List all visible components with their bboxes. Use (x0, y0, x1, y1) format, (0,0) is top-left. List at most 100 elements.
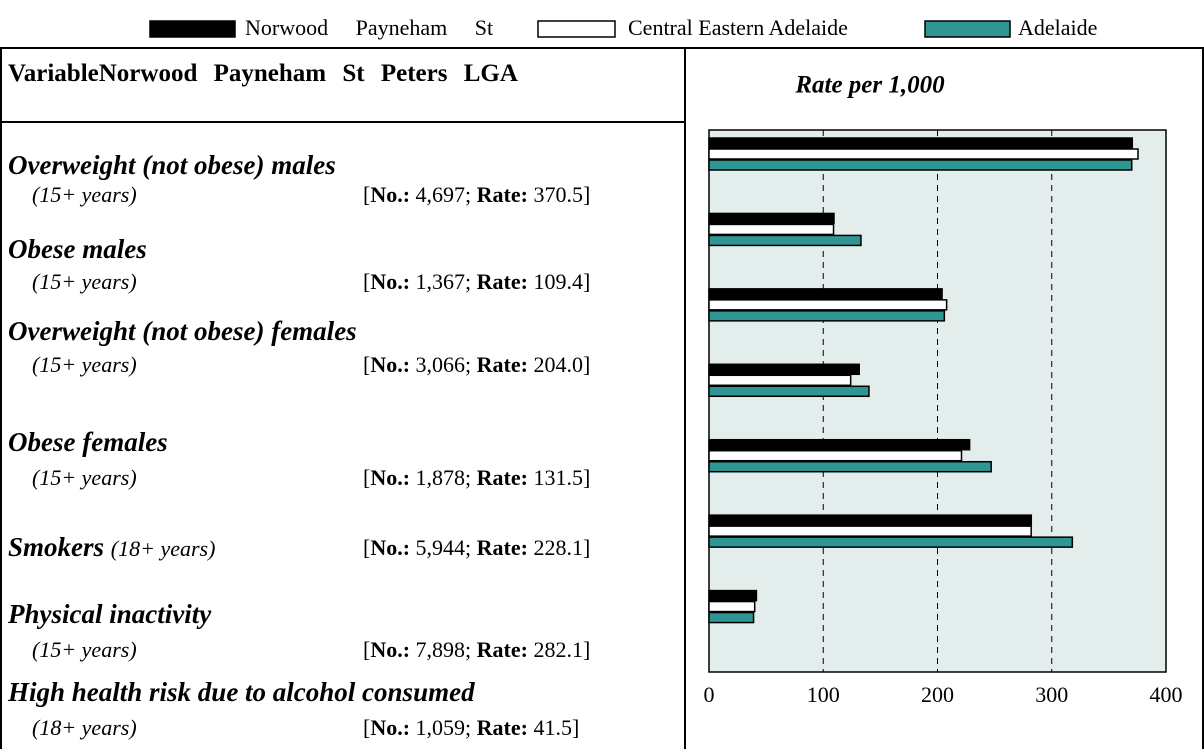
separator: ; (465, 269, 472, 294)
no-label: No.: (370, 637, 411, 662)
row-detail: (15+ years) [No.: 1,367; Rate: 109.4] (8, 270, 668, 294)
bar (708, 310, 946, 322)
no-label: No.: (370, 715, 411, 740)
x-tick-label: 200 (921, 682, 954, 707)
bar (708, 536, 1074, 548)
row-detail: (15+ years) [No.: 1,878; Rate: 131.5] (8, 466, 668, 490)
bar (708, 385, 870, 398)
row-detail: [No.: 5,944; Rate: 228.1] (8, 536, 668, 560)
separator: ; (465, 352, 472, 377)
legend-label: Norwood Payneham St (245, 15, 493, 40)
separator: ; (465, 182, 472, 207)
row-number: 4,697 (415, 182, 466, 207)
row-rate: 131.5 (533, 465, 583, 490)
bracket: ] (582, 182, 591, 207)
bracket: [ (363, 182, 371, 207)
no-label: No.: (370, 352, 411, 377)
row-name-text: Obese females (8, 427, 168, 457)
bar (708, 299, 948, 311)
bracket: ] (571, 715, 580, 740)
row-number: 1,878 (415, 465, 466, 490)
bar (708, 525, 1032, 537)
x-tick-label: 0 (704, 682, 715, 707)
separator: ; (465, 637, 472, 662)
bracket: [ (363, 637, 371, 662)
row-age: (15+ years) (32, 465, 137, 490)
bracket: [ (363, 535, 371, 560)
row-age: (15+ years) (32, 269, 137, 294)
bar (708, 363, 860, 376)
x-tick-label: 300 (1035, 682, 1068, 707)
row-age: (15+ years) (32, 352, 137, 377)
bracket: [ (363, 269, 371, 294)
row-age: (18+ years) (32, 715, 137, 740)
bar (708, 589, 758, 602)
bracket: [ (363, 352, 371, 377)
row-rate: 370.5 (533, 182, 583, 207)
row-name-text: Overweight (not obese) females (8, 316, 357, 346)
separator: ; (465, 465, 472, 490)
bracket: ] (582, 269, 591, 294)
row-detail: (18+ years) [No.: 1,059; Rate: 41.5] (8, 716, 668, 740)
row-name: Obese males (8, 234, 147, 265)
legend-label: Central Eastern Adelaide (628, 15, 848, 40)
row-detail: (15+ years) [No.: 4,697; Rate: 370.5] (8, 183, 668, 207)
row-age: (18+ years) (110, 536, 216, 561)
bar (708, 460, 992, 473)
bar (708, 148, 1139, 160)
row-age: (15+ years) (32, 182, 137, 207)
separator: ; (465, 535, 472, 560)
bar (708, 438, 971, 451)
outer-border (0, 47, 1204, 749)
bracket: [ (363, 715, 371, 740)
rate-label: Rate: (476, 352, 528, 377)
table-header: VariableNorwood Payneham St Peters LGA (8, 60, 518, 87)
row-name-text: High health risk due to alcohol consumed (8, 677, 475, 707)
row-name: High health risk due to alcohol consumed (8, 677, 475, 708)
row-detail: (15+ years) [No.: 7,898; Rate: 282.1] (8, 638, 668, 662)
row-detail: (15+ years) [No.: 3,066; Rate: 204.0] (8, 353, 608, 377)
row-name-text: Obese males (8, 234, 147, 264)
legend-swatch (149, 20, 236, 38)
row-rate: 228.1 (533, 535, 583, 560)
bar (708, 137, 1134, 149)
row-name: Physical inactivity (8, 599, 211, 630)
bar (708, 611, 755, 624)
row-name-text: Physical inactivity (8, 599, 212, 629)
rate-label: Rate: (476, 182, 528, 207)
bar (708, 223, 835, 236)
row-rate: 282.1 (533, 637, 583, 662)
row-rate: 204.0 (533, 352, 583, 377)
row-number: 1,059 (415, 715, 466, 740)
legend-label: Adelaide (1018, 15, 1097, 40)
chart-title: Rate per 1,000 (794, 72, 945, 99)
row-age: (15+ years) (32, 637, 137, 662)
row-number: 3,066 (415, 352, 466, 377)
row-name: Overweight (not obese) males (8, 150, 336, 181)
rate-label: Rate: (476, 465, 528, 490)
row-name-text: Smokers (8, 532, 105, 562)
no-label: No.: (370, 535, 411, 560)
bracket: ] (582, 535, 591, 560)
bar (708, 234, 862, 247)
bracket: ] (582, 637, 591, 662)
row-number: 1,367 (415, 269, 466, 294)
bar (708, 159, 1133, 171)
bar (708, 288, 943, 300)
bar (708, 514, 1033, 526)
bar (708, 212, 835, 225)
separator: ; (465, 715, 472, 740)
no-label: No.: (370, 182, 411, 207)
row-name: Overweight (not obese) females (8, 316, 357, 347)
bar (708, 449, 963, 462)
bracket: [ (363, 465, 371, 490)
rate-label: Rate: (476, 535, 528, 560)
bar (708, 374, 852, 387)
no-label: No.: (370, 465, 411, 490)
legend-swatch (924, 20, 1011, 38)
bracket: ] (582, 352, 591, 377)
rate-label: Rate: (476, 269, 528, 294)
bar (708, 600, 756, 613)
